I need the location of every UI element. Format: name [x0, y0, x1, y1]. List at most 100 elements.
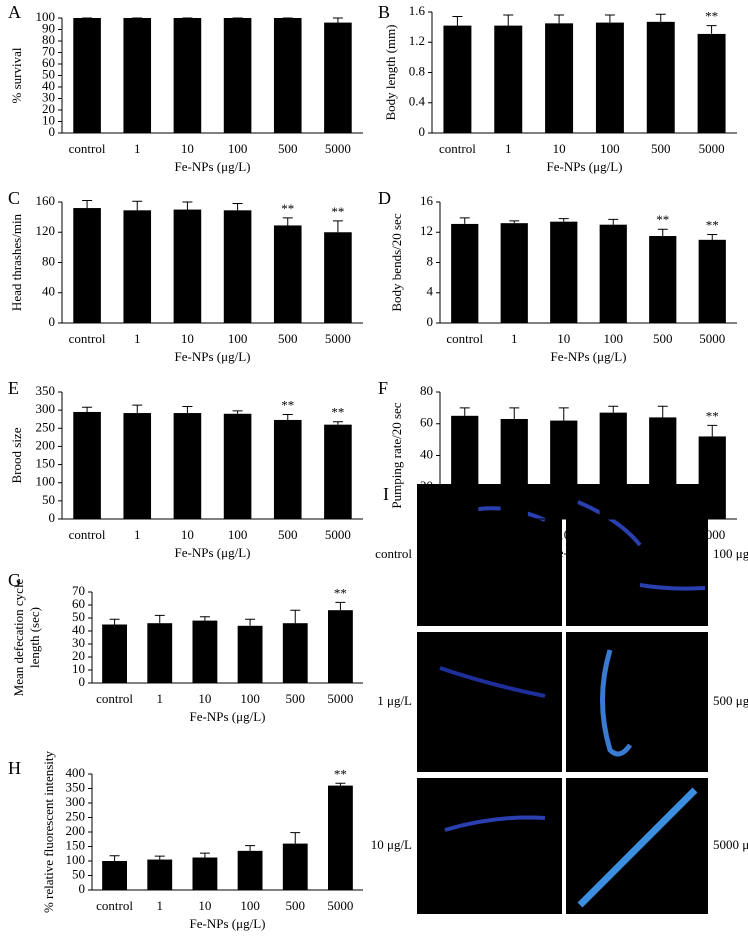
y-tick-label: 200 [66, 823, 86, 838]
bar [282, 843, 308, 890]
error-bar [82, 199, 93, 209]
error-bar [608, 218, 619, 225]
significance: ** [334, 766, 347, 781]
image-label: 5000 μg/L [713, 837, 748, 852]
y-tick-label: 0 [49, 314, 56, 329]
y-tick-label: 0 [79, 881, 86, 896]
panel-letter: B [378, 2, 390, 22]
x-tick-label: 100 [604, 331, 624, 346]
y-tick-label: 120 [36, 223, 56, 238]
error-bar [332, 17, 343, 23]
bar [451, 223, 479, 323]
error-bar [132, 404, 143, 414]
x-tick-label: 500 [278, 527, 298, 542]
bar [123, 210, 152, 323]
significance: ** [334, 585, 347, 600]
x-tick-label: 10 [198, 691, 211, 706]
bar [73, 208, 101, 323]
y-tick-label: 8 [427, 253, 434, 268]
x-tick-label: 10 [557, 527, 570, 542]
panel-letter: C [8, 188, 20, 208]
y-tick-label: 150 [36, 456, 56, 471]
bar [698, 239, 726, 323]
x-tick-label: 5000 [699, 527, 725, 542]
y-tick-label: 200 [36, 437, 56, 452]
error-bar [608, 405, 619, 413]
bar [173, 18, 202, 133]
error-bar [459, 407, 470, 416]
y-tick-label: 100 [66, 852, 86, 867]
x-axis-label: Fe-NPs (μg/L) [547, 159, 623, 174]
y-tick-label: 60 [420, 415, 433, 430]
x-tick-label: 1 [157, 691, 164, 706]
error-bar [132, 200, 143, 211]
image-label: 500 μg/L [713, 693, 748, 708]
bar [73, 18, 101, 133]
x-tick-label: 100 [240, 898, 260, 913]
panel-letter: I [383, 484, 389, 504]
x-tick-label: 1 [505, 141, 512, 156]
error-bar [335, 601, 346, 611]
x-tick-label: 5000 [327, 898, 353, 913]
y-tick-label: 90 [42, 20, 55, 35]
error-bar [82, 406, 93, 412]
bar [273, 419, 302, 519]
bar [173, 209, 202, 323]
bar [324, 424, 352, 519]
x-axis-label: Fe-NPs (μg/L) [190, 916, 266, 931]
panel-letter: A [8, 2, 21, 22]
error-bar [509, 407, 520, 419]
error-bar [554, 14, 565, 24]
bar [273, 225, 302, 323]
x-tick-label: control [69, 527, 106, 542]
significance: ** [331, 405, 344, 420]
error-bar [282, 217, 293, 226]
y-axis-label: Head thrashes/min [9, 213, 24, 311]
bar [451, 415, 479, 519]
bar [273, 18, 302, 133]
bar [545, 23, 574, 133]
bar [550, 221, 578, 323]
x-tick-label: 5000 [699, 331, 725, 346]
y-axis-label: Mean defecation cycle [11, 578, 26, 696]
image-label: 10 μg/L [371, 837, 412, 852]
significance: ** [281, 397, 294, 412]
x-tick-label: 5000 [327, 691, 353, 706]
y-tick-label: 1.6 [409, 3, 426, 18]
x-tick-label: control [96, 898, 133, 913]
x-tick-label: 1 [134, 527, 141, 542]
y-tick-label: 0 [79, 674, 86, 689]
micrograph [417, 484, 562, 626]
y-axis-label: Body length (mm) [383, 24, 398, 120]
y-tick-label: 0 [427, 314, 434, 329]
x-tick-label: 5000 [699, 141, 725, 156]
x-tick-label: control [96, 691, 133, 706]
y-axis-label: Body bends/20 sec [389, 213, 404, 311]
x-tick-label: 500 [653, 331, 673, 346]
error-bar [282, 413, 293, 420]
significance: ** [706, 218, 719, 233]
x-tick-label: 500 [286, 691, 306, 706]
bar [500, 418, 528, 519]
y-tick-label: 80 [42, 253, 55, 268]
y-tick-label: 50 [42, 492, 55, 507]
x-tick-label: 1 [511, 527, 518, 542]
y-tick-label: 350 [66, 779, 86, 794]
x-tick-label: 1 [134, 331, 141, 346]
x-tick-label: control [69, 141, 106, 156]
significance: ** [705, 9, 718, 24]
x-tick-label: 10 [181, 331, 194, 346]
error-bar [509, 220, 520, 224]
y-tick-label: 40 [72, 622, 85, 637]
x-axis-label: Fe-NPs (μg/L) [175, 545, 251, 560]
error-bar [604, 14, 615, 23]
panel-letter: H [8, 758, 21, 778]
panel-letter: G [8, 570, 21, 590]
error-bar [335, 782, 346, 786]
bar [595, 22, 624, 133]
error-bar [182, 201, 193, 210]
x-tick-label: 500 [286, 898, 306, 913]
x-axis-label: Fe-NPs (μg/L) [551, 545, 627, 560]
x-tick-label: 5000 [325, 141, 351, 156]
x-axis-label: Fe-NPs (μg/L) [190, 709, 266, 724]
